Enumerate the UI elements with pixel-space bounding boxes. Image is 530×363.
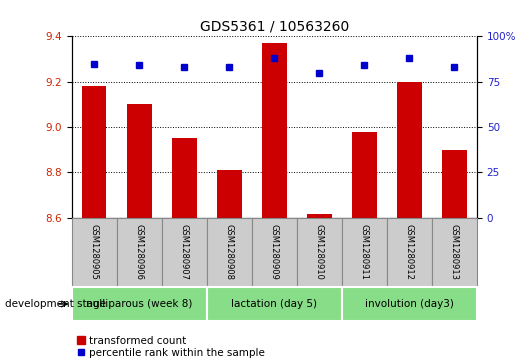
Text: GSM1280908: GSM1280908 bbox=[225, 224, 234, 280]
Text: GSM1280912: GSM1280912 bbox=[405, 224, 414, 280]
Text: nulliparous (week 8): nulliparous (week 8) bbox=[86, 299, 192, 309]
Bar bbox=[397, 82, 422, 218]
Text: development stage: development stage bbox=[5, 299, 107, 309]
Bar bbox=[342, 218, 387, 287]
Text: GSM1280905: GSM1280905 bbox=[90, 224, 99, 280]
Legend: transformed count, percentile rank within the sample: transformed count, percentile rank withi… bbox=[77, 336, 265, 358]
Bar bbox=[432, 218, 477, 287]
Text: GSM1280911: GSM1280911 bbox=[360, 224, 369, 280]
Bar bbox=[252, 218, 297, 287]
Bar bbox=[342, 287, 477, 321]
Text: lactation (day 5): lactation (day 5) bbox=[231, 299, 317, 309]
Text: GSM1280909: GSM1280909 bbox=[270, 224, 279, 280]
Bar bbox=[162, 218, 207, 287]
Bar bbox=[207, 218, 252, 287]
Bar bbox=[127, 104, 152, 218]
Bar bbox=[262, 43, 287, 218]
Bar bbox=[172, 138, 197, 218]
Text: GSM1280913: GSM1280913 bbox=[450, 224, 459, 280]
Title: GDS5361 / 10563260: GDS5361 / 10563260 bbox=[200, 20, 349, 34]
Text: involution (day3): involution (day3) bbox=[365, 299, 454, 309]
Text: GSM1280910: GSM1280910 bbox=[315, 224, 324, 280]
Bar bbox=[352, 131, 377, 218]
Text: GSM1280906: GSM1280906 bbox=[135, 224, 144, 280]
Bar bbox=[72, 287, 207, 321]
Bar bbox=[72, 218, 117, 287]
Bar bbox=[307, 215, 332, 218]
Bar bbox=[442, 150, 467, 218]
Bar bbox=[297, 218, 342, 287]
Bar bbox=[117, 218, 162, 287]
Bar bbox=[207, 287, 342, 321]
Bar bbox=[82, 86, 107, 218]
Bar bbox=[387, 218, 432, 287]
Bar bbox=[217, 170, 242, 218]
Text: GSM1280907: GSM1280907 bbox=[180, 224, 189, 280]
